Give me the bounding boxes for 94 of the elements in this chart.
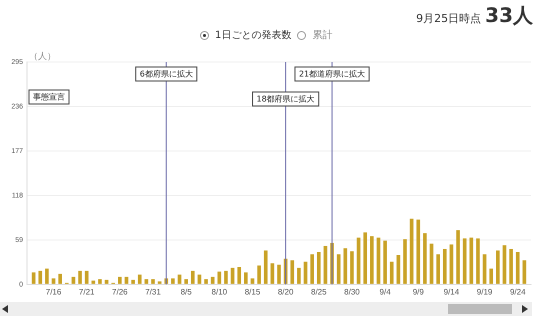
bar: [38, 270, 42, 284]
x-tick-label: 9/19: [476, 287, 493, 296]
annotation: 事態宣言: [33, 92, 65, 102]
bar: [430, 244, 434, 284]
bar: [217, 272, 222, 284]
bar: [98, 279, 102, 284]
bar: [383, 240, 387, 284]
bar: [204, 279, 208, 284]
bar: [522, 260, 526, 284]
bar: [171, 278, 175, 284]
bar: [151, 279, 155, 284]
bar: [390, 262, 394, 284]
bar: [52, 278, 56, 284]
bar: [423, 233, 427, 284]
bar: [45, 268, 49, 284]
ref-line-label: 6都府県に拡大: [140, 70, 193, 79]
bar: [104, 280, 108, 284]
bar: [118, 276, 122, 284]
bar: [489, 268, 494, 284]
bar: [370, 236, 374, 284]
bar: [138, 274, 142, 284]
bar: [32, 272, 36, 284]
ref-line-label: 18都府県に拡大: [256, 94, 315, 104]
bar: [376, 238, 380, 284]
bar: [304, 262, 308, 284]
bar: [270, 263, 274, 284]
x-tick-label: 7/21: [78, 287, 96, 296]
x-tick-label: 8/15: [244, 287, 261, 296]
bar: [250, 278, 254, 284]
x-tick-label: 8/25: [311, 287, 328, 296]
bar: [72, 276, 76, 284]
bar: [324, 246, 328, 284]
x-tick-label: 9/24: [510, 287, 526, 296]
x-tick-label: 9/4: [380, 287, 392, 296]
bar: [178, 274, 182, 284]
bar: [316, 252, 321, 284]
x-tick-label: 8/5: [180, 287, 192, 296]
bar: [496, 250, 500, 284]
bar: [450, 244, 454, 284]
bar: [277, 264, 281, 284]
bar: [124, 276, 128, 284]
x-tick-label: 7/26: [112, 287, 128, 296]
bar: [224, 270, 228, 284]
bar: [158, 281, 162, 284]
x-tick-label: 8/10: [212, 287, 228, 296]
bar: [469, 238, 474, 284]
x-tick-label: 7/16: [46, 287, 62, 296]
bar: [310, 254, 314, 284]
bar: [78, 270, 82, 284]
x-tick-label: 9/9: [412, 287, 424, 296]
bar: [343, 248, 348, 284]
bar: [290, 260, 294, 284]
bar: [502, 245, 506, 284]
x-tick-label: 8/20: [278, 287, 294, 296]
bar: [84, 270, 89, 284]
bar: [410, 218, 414, 284]
bar: [198, 274, 202, 284]
bar: [144, 279, 148, 284]
bar: [336, 254, 341, 284]
bar: [416, 220, 420, 284]
text: 累計: [312, 28, 332, 42]
text: 1日ごとの発表数: [215, 28, 292, 42]
bar: [442, 248, 447, 284]
y-axis-title: （人）: [29, 50, 56, 62]
bar: [403, 239, 407, 284]
x-tick-label: 8/30: [344, 287, 360, 296]
bar: [230, 268, 234, 284]
bar: [91, 280, 96, 284]
bar: [58, 274, 62, 284]
ref-line-label: 21都道府県に拡大: [298, 70, 366, 79]
bar: [356, 238, 360, 284]
x-tick-label: 7/31: [145, 287, 162, 296]
bar: [436, 254, 440, 284]
bar: [476, 238, 480, 284]
bar: [264, 250, 268, 284]
bar: [297, 268, 301, 284]
bar: [363, 232, 368, 284]
bar: [482, 254, 486, 284]
bar: [516, 252, 520, 284]
bar: [456, 230, 460, 284]
bar: [244, 272, 248, 284]
bar: [237, 267, 242, 284]
bar: [257, 266, 261, 284]
bar: [509, 248, 513, 284]
bar: [462, 238, 467, 284]
bar: [190, 270, 195, 284]
bar: [184, 279, 188, 284]
x-tick-label: 9/14: [444, 287, 460, 296]
text: 9月25日時点: [416, 12, 482, 25]
bar: [210, 276, 215, 284]
bar: [131, 280, 135, 284]
bar: [396, 255, 400, 284]
text: 33人: [485, 3, 533, 27]
bar: [350, 251, 354, 284]
